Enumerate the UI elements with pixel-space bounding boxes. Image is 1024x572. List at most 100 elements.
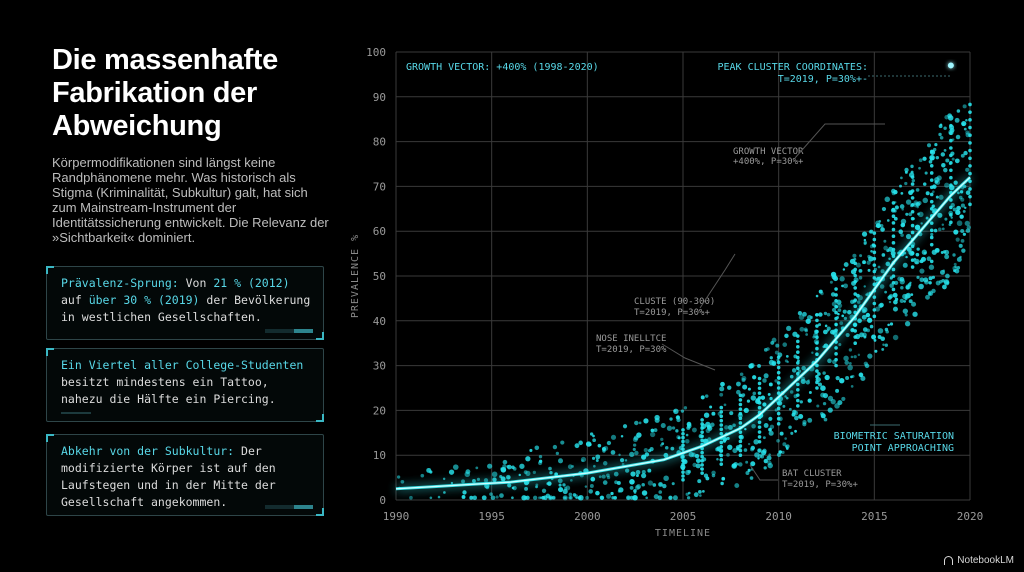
data-point: [960, 153, 965, 158]
data-point: [558, 487, 564, 493]
data-point: [739, 372, 744, 377]
data-point: [815, 341, 819, 345]
data-point: [606, 473, 610, 478]
data-point: [906, 246, 912, 252]
data-point: [464, 471, 471, 478]
data-point: [461, 495, 466, 499]
data-point: [700, 463, 704, 467]
data-point: [616, 481, 621, 485]
data-point: [525, 456, 531, 462]
data-point: [962, 209, 966, 213]
data-point: [691, 427, 697, 433]
data-point: [950, 216, 953, 219]
data-point: [681, 428, 685, 432]
data-point: [697, 479, 702, 484]
data-point: [580, 456, 587, 463]
data-point: [610, 434, 617, 440]
data-point: [487, 463, 493, 469]
data-point: [910, 216, 915, 221]
data-point: [863, 285, 866, 288]
data-point: [614, 480, 618, 485]
data-point: [705, 428, 711, 434]
data-point: [868, 230, 873, 234]
data-point: [912, 311, 918, 317]
data-point: [944, 217, 948, 221]
data-point: [629, 486, 634, 490]
data-point: [768, 430, 774, 436]
card-highlight: Prävalenz-Sprung:: [61, 276, 179, 290]
data-point: [738, 448, 743, 453]
data-point: [952, 265, 958, 271]
data-point: [763, 458, 768, 464]
data-point: [952, 207, 957, 212]
data-point: [700, 459, 704, 463]
data-point: [853, 257, 857, 261]
data-point: [555, 451, 559, 455]
data-point: [927, 290, 934, 297]
data-point: [518, 473, 521, 477]
data-point: [619, 458, 625, 463]
data-point: [738, 439, 743, 444]
data-point: [925, 191, 930, 196]
data-point: [872, 308, 877, 312]
data-point: [652, 483, 657, 487]
data-point: [841, 396, 846, 401]
card-text: Abkehr von der Subkultur: Der modifizier…: [61, 443, 315, 511]
data-point: [919, 259, 924, 264]
data-point: [745, 460, 749, 464]
data-point: [934, 176, 940, 183]
data-point: [815, 335, 819, 340]
data-point: [826, 326, 831, 331]
data-point: [760, 395, 766, 400]
data-point: [790, 431, 794, 435]
data-point: [968, 133, 972, 137]
data-point: [891, 221, 896, 225]
data-point: [853, 335, 857, 339]
data-point: [796, 404, 800, 408]
data-point: [911, 178, 915, 183]
data-point: [934, 247, 940, 253]
data-point: [442, 477, 446, 481]
data-point: [815, 294, 819, 298]
data-point: [872, 295, 877, 299]
data-point: [595, 459, 599, 462]
data-point: [590, 476, 596, 482]
data-point: [910, 223, 915, 228]
data-point: [881, 206, 887, 212]
data-point: [512, 485, 517, 491]
data-point: [762, 378, 767, 383]
data-point: [796, 398, 800, 403]
data-point: [588, 489, 593, 494]
data-point: [866, 260, 871, 265]
data-point: [776, 391, 781, 395]
data-point: [910, 170, 914, 174]
data-point: [903, 300, 906, 303]
data-point: [841, 314, 845, 318]
data-point: [815, 363, 819, 368]
data-point: [727, 385, 732, 390]
card-text: Prävalenz-Sprung: Von 21 % (2012) auf üb…: [61, 275, 315, 326]
data-point: [815, 386, 819, 390]
data-point: [899, 298, 904, 303]
data-point: [822, 401, 827, 406]
data-point: [893, 216, 898, 221]
data-point: [842, 309, 847, 314]
data-point: [955, 237, 960, 242]
fact-card-prevalence: Prävalenz-Sprung: Von 21 % (2012) auf üb…: [46, 266, 324, 340]
data-point: [719, 431, 724, 436]
data-point: [757, 430, 762, 434]
data-point: [820, 385, 826, 391]
data-point: [953, 269, 956, 273]
data-point: [910, 244, 915, 249]
data-point: [595, 454, 601, 460]
data-point: [681, 478, 685, 482]
data-point: [869, 324, 874, 329]
data-point: [660, 437, 664, 441]
card-text-part: Von: [178, 276, 214, 290]
data-point: [880, 269, 885, 274]
data-point: [817, 372, 821, 376]
data-point: [949, 138, 953, 143]
data-point: [420, 473, 425, 478]
data-point: [850, 299, 855, 304]
data-point: [853, 279, 857, 284]
